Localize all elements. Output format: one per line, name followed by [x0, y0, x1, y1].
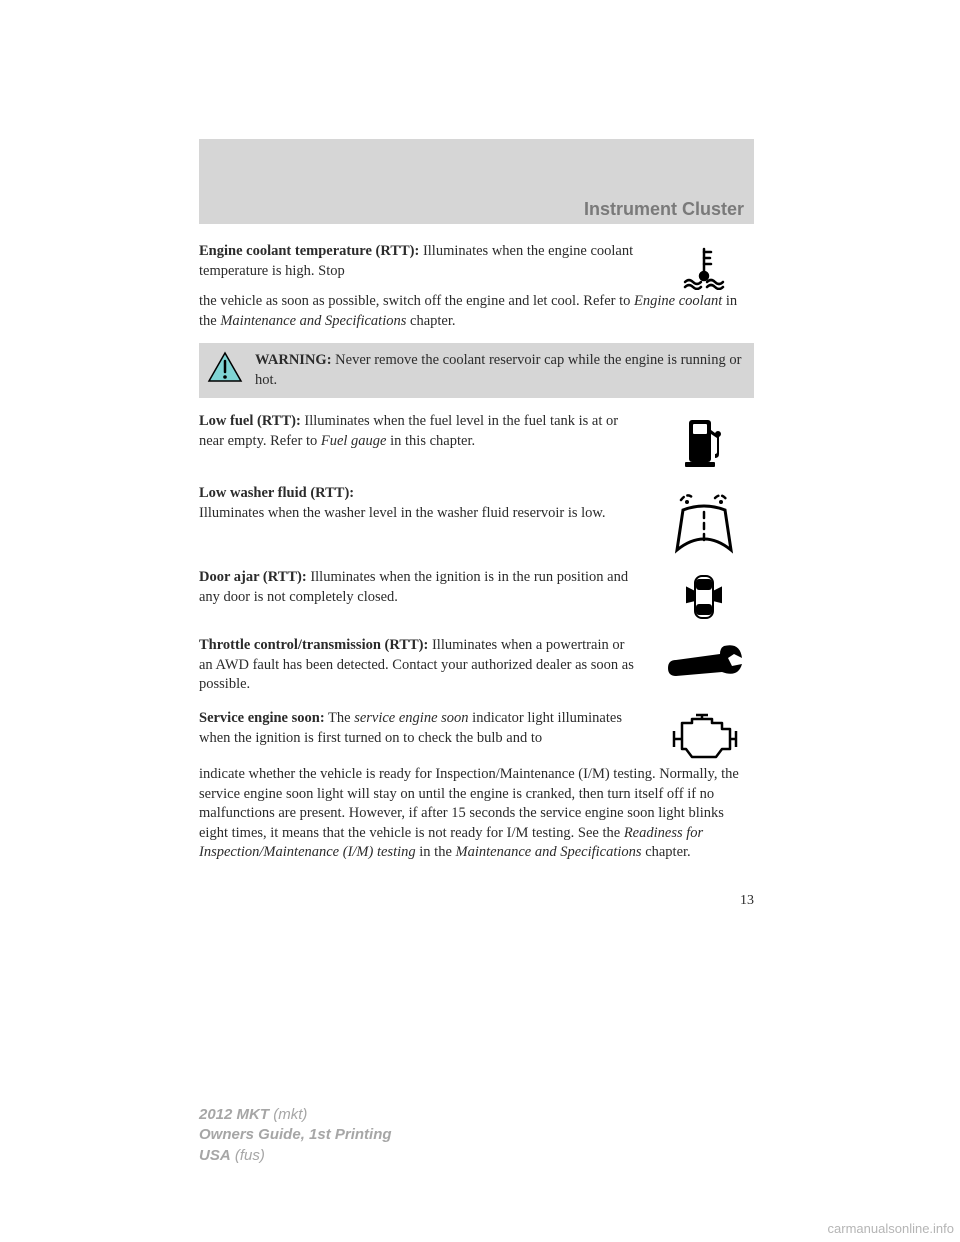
- page-number: 13: [199, 893, 754, 909]
- page-title: Instrument Cluster: [199, 139, 754, 228]
- footer-region: USA: [199, 1147, 231, 1164]
- section-washer: Low washer fluid (RTT): Illuminates when…: [199, 484, 754, 554]
- washer-fluid-icon: [654, 484, 754, 554]
- coolant-title: Engine coolant temperature (RTT):: [199, 243, 419, 259]
- warning-triangle-icon: [207, 351, 243, 388]
- lowfuel-italic: Fuel gauge: [321, 433, 387, 449]
- fuel-pump-icon: [654, 412, 754, 470]
- watermark: carmanualsonline.info: [828, 1221, 954, 1236]
- footer-line1: 2012 MKT (mkt): [199, 1105, 392, 1125]
- footer-line3: USA (fus): [199, 1146, 392, 1166]
- service-continuation: indicate whether the vehicle is ready fo…: [199, 765, 754, 863]
- section-throttle: Throttle control/transmission (RTT): Ill…: [199, 636, 754, 695]
- coolant-text: Engine coolant temperature (RTT): Illumi…: [199, 242, 634, 290]
- coolant-italic2: Maintenance and Specifications: [220, 313, 406, 329]
- service-italic1: service engine soon: [354, 710, 468, 726]
- footer-region-code: (fus): [231, 1147, 265, 1164]
- door-ajar-icon: [654, 568, 754, 622]
- section-door: Door ajar (RTT): Illuminates when the ig…: [199, 568, 754, 622]
- lowfuel-text: Low fuel (RTT): Illuminates when the fue…: [199, 412, 634, 470]
- warning-text: WARNING: Never remove the coolant reserv…: [255, 351, 742, 390]
- section-service: Service engine soon: The service engine …: [199, 709, 754, 763]
- washer-title: Low washer fluid (RTT):: [199, 485, 354, 501]
- door-title: Door ajar (RTT):: [199, 569, 307, 585]
- footer-model-code: (mkt): [269, 1106, 307, 1123]
- throttle-title: Throttle control/transmission (RTT):: [199, 637, 428, 653]
- coolant-body-post: the vehicle as soon as possible, switch …: [199, 293, 634, 309]
- service-title: Service engine soon:: [199, 710, 325, 726]
- service-text: Service engine soon: The service engine …: [199, 709, 634, 763]
- coolant-icon: [654, 242, 754, 290]
- service-cont-tail: chapter.: [642, 844, 691, 860]
- service-pre: The: [325, 710, 355, 726]
- washer-body: Illuminates when the washer level in the…: [199, 505, 606, 521]
- door-text: Door ajar (RTT): Illuminates when the ig…: [199, 568, 634, 622]
- service-cont-mid: in the: [416, 844, 456, 860]
- page-content: Instrument Cluster Engine coolant temper…: [199, 139, 754, 909]
- warning-box: WARNING: Never remove the coolant reserv…: [199, 343, 754, 398]
- warning-label: WARNING:: [255, 352, 332, 368]
- service-italic3: Maintenance and Specifications: [456, 844, 642, 860]
- throttle-text: Throttle control/transmission (RTT): Ill…: [199, 636, 634, 695]
- coolant-continuation: the vehicle as soon as possible, switch …: [199, 292, 754, 331]
- footer: 2012 MKT (mkt) Owners Guide, 1st Printin…: [199, 1105, 392, 1166]
- footer-line2: Owners Guide, 1st Printing: [199, 1125, 392, 1145]
- coolant-italic1: Engine coolant: [634, 293, 722, 309]
- footer-model: 2012 MKT: [199, 1106, 269, 1123]
- section-lowfuel: Low fuel (RTT): Illuminates when the fue…: [199, 412, 754, 470]
- wrench-icon: [654, 636, 754, 695]
- lowfuel-tail: in this chapter.: [387, 433, 476, 449]
- section-coolant: Engine coolant temperature (RTT): Illumi…: [199, 242, 754, 290]
- washer-text: Low washer fluid (RTT): Illuminates when…: [199, 484, 634, 554]
- coolant-tail: chapter.: [406, 313, 455, 329]
- engine-icon: [654, 709, 754, 763]
- lowfuel-title: Low fuel (RTT):: [199, 413, 301, 429]
